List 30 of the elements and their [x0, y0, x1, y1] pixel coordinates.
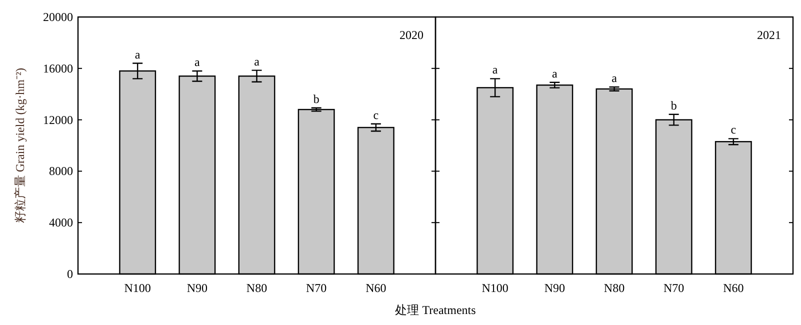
x-tick-label: N100 — [124, 281, 151, 295]
x-tick-label: N60 — [366, 281, 386, 295]
annotation: c — [373, 108, 379, 122]
annotation: a — [194, 54, 201, 69]
annotation: a — [612, 71, 618, 86]
x-tick-label: N60 — [723, 281, 744, 295]
annotation: a — [492, 62, 498, 77]
annotation: a — [254, 54, 260, 68]
text: 2020 — [400, 28, 424, 42]
x-axis-title: 处理 Treatments — [395, 303, 476, 317]
y-tick-label: 8000 — [49, 164, 73, 178]
x-tick-label: N90 — [544, 281, 566, 295]
annotation: a — [552, 66, 558, 80]
x-tick-label: N90 — [186, 281, 208, 295]
annotation: b — [670, 98, 677, 112]
y-tick-label: 20000 — [43, 10, 73, 24]
text: 2021 — [757, 28, 781, 42]
annotation: c — [730, 122, 736, 137]
y-tick-label: 0 — [67, 267, 73, 281]
x-tick-label: N80 — [246, 281, 268, 295]
annotation: a — [134, 47, 141, 62]
y-tick-label: 16000 — [43, 61, 73, 76]
x-tick-label: N100 — [482, 281, 508, 295]
y-tick-label: 4000 — [49, 216, 73, 230]
x-tick-label: N70 — [663, 281, 684, 295]
y-tick-label: 12000 — [43, 112, 73, 127]
y-axis-title: 籽粒产量 Grain yield (kg·hm⁻²) — [13, 68, 27, 224]
x-tick-label: N80 — [604, 281, 625, 295]
annotation: b — [313, 92, 320, 106]
x-tick-label: N70 — [306, 281, 327, 295]
